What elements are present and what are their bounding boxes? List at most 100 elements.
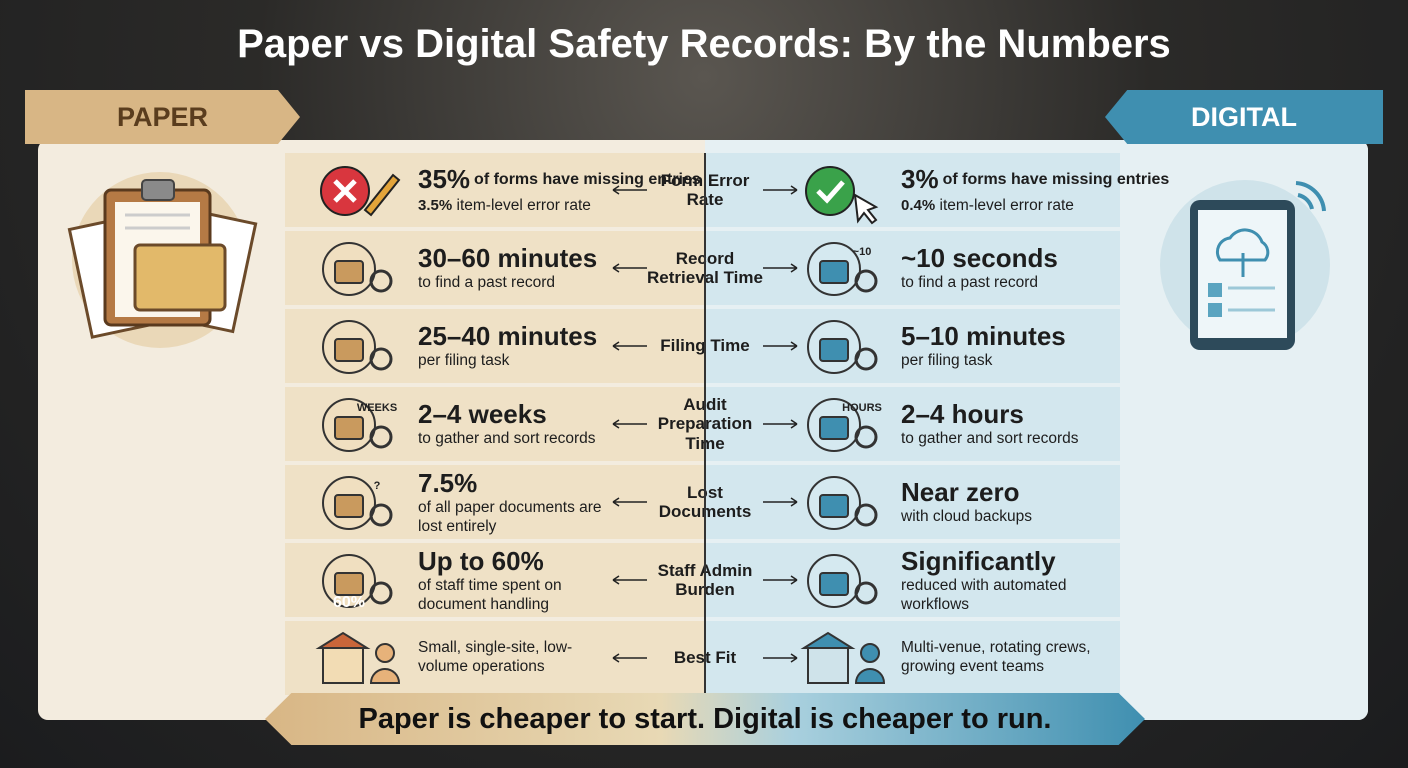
- detail-line: per filing task: [901, 352, 1111, 371]
- detail: with cloud backups: [901, 508, 1032, 526]
- digital-icon: ~10: [807, 242, 878, 296]
- paper-icon: ?: [322, 476, 393, 530]
- highlight-line: 25–40 minutes: [418, 321, 618, 352]
- detail: per filing task: [901, 352, 993, 370]
- detail: of all paper documents are lost entirely: [418, 498, 602, 535]
- detail: item-level error rate: [939, 197, 1074, 215]
- highlight-note: of forms have missing entries: [474, 170, 701, 188]
- paper-icon: WEEKS: [322, 398, 397, 452]
- highlight: 25–40 minutes: [418, 321, 598, 352]
- digital-text: Significantly reduced with automated work…: [901, 543, 1111, 617]
- detail: reduced with automated workflows: [901, 576, 1067, 613]
- arrows: [612, 263, 798, 273]
- arrows: [612, 575, 798, 585]
- digital-icon-label: HOURS: [842, 402, 882, 414]
- highlight-line: Up to 60%: [418, 546, 618, 577]
- highlight-line: Significantly: [901, 546, 1111, 577]
- paper-icon-label: WEEKS: [357, 402, 397, 414]
- digital-text: Multi-venue, rotating crews, growing eve…: [901, 621, 1111, 695]
- detail: per filing task: [418, 352, 510, 370]
- detail-line: to find a past record: [418, 274, 618, 293]
- highlight-line: 5–10 minutes: [901, 321, 1111, 352]
- digital-text: ~10 seconds to find a past record: [901, 231, 1111, 305]
- highlight: 35%: [418, 164, 471, 195]
- highlight: 3%: [901, 164, 939, 195]
- highlight-line: 7.5%: [418, 468, 618, 499]
- detail: to find a past record: [418, 274, 555, 292]
- arrows: [612, 419, 798, 429]
- highlight: 2–4 weeks: [418, 399, 547, 430]
- detail-value: 0.4%: [901, 197, 936, 215]
- detail: to find a past record: [901, 274, 1038, 292]
- paper-icon: 60%: [322, 554, 393, 611]
- detail-line: to find a past record: [901, 274, 1111, 293]
- highlight: 30–60 minutes: [418, 243, 598, 274]
- highlight: 2–4 hours: [901, 399, 1024, 430]
- digital-icon: [807, 476, 878, 530]
- highlight-line: Near zero: [901, 477, 1111, 508]
- detail-line: to gather and sort records: [418, 430, 618, 449]
- highlight: ~10 seconds: [901, 243, 1058, 274]
- highlight-line: 30–60 minutes: [418, 243, 618, 274]
- arrows: [612, 185, 798, 195]
- paper-text: Up to 60% of staff time spent on document…: [418, 543, 618, 617]
- arrows: [612, 653, 798, 663]
- paper-icon: [322, 242, 393, 296]
- arrows: [612, 341, 798, 351]
- detail-line: to gather and sort records: [901, 430, 1111, 449]
- paper-text: 2–4 weeks to gather and sort records: [418, 387, 618, 461]
- highlight-line: 2–4 hours: [901, 399, 1111, 430]
- digital-text: 3% of forms have missing entries 0.4% item…: [901, 153, 1170, 227]
- center-divider: [704, 153, 706, 693]
- highlight: 5–10 minutes: [901, 321, 1066, 352]
- paper-text: 25–40 minutes per filing task: [418, 309, 618, 383]
- detail: to gather and sort records: [901, 430, 1079, 448]
- digital-icon: [805, 166, 879, 225]
- highlight-line: 2–4 weeks: [418, 399, 618, 430]
- highlight: Significantly: [901, 545, 1056, 576]
- highlight: 7.5%: [418, 467, 478, 498]
- digital-text: Near zero with cloud backups: [901, 465, 1111, 539]
- digital-text: 5–10 minutes per filing task: [901, 309, 1111, 383]
- detail: item-level error rate: [456, 197, 591, 215]
- detail-line: per filing task: [418, 352, 618, 371]
- paper-text: Small, single-site, low-volume operation…: [418, 621, 618, 695]
- detail: of staff time spent on document handling: [418, 576, 562, 613]
- detail: Multi-venue, rotating crews, growing eve…: [901, 639, 1091, 675]
- title: Paper vs Digital Safety Records: By the …: [237, 22, 1171, 66]
- highlight-line: ~10 seconds: [901, 243, 1111, 274]
- detail-line: reduced with automated workflows: [901, 577, 1111, 614]
- highlight: Up to 60%: [418, 545, 544, 576]
- paper-icon-label: ?: [374, 480, 381, 492]
- detail-line: of staff time spent on document handling: [418, 577, 618, 614]
- detail-line: of all paper documents are lost entirely: [418, 499, 618, 536]
- detail-line: 3.5% item-level error rate: [418, 197, 618, 216]
- detail: to gather and sort records: [418, 430, 596, 448]
- detail-value: 3.5%: [418, 197, 453, 215]
- paper-icon: [320, 166, 401, 217]
- paper-icon-label: 60%: [333, 594, 365, 611]
- arrows: [612, 497, 798, 507]
- digital-text: 2–4 hours to gather and sort records: [901, 387, 1111, 461]
- highlight-line: 3% of forms have missing entries: [901, 164, 1170, 195]
- detail-line: Multi-venue, rotating crews, growing eve…: [901, 639, 1111, 676]
- paper-text: 30–60 minutes to find a past record: [418, 231, 618, 305]
- digital-icon: [807, 554, 878, 608]
- footer-banner: Paper is cheaper to start. Digital is ch…: [265, 693, 1145, 745]
- paper-illustration: [67, 172, 258, 348]
- paper-icon: [315, 631, 401, 684]
- paper-icon: [322, 320, 393, 374]
- paper-tab: PAPER: [25, 90, 300, 144]
- highlight-line: 35% of forms have missing entries: [418, 164, 701, 195]
- paper-text: 7.5% of all paper documents are lost enti…: [418, 465, 618, 539]
- paper-text: 35% of forms have missing entries 3.5% ite…: [418, 153, 701, 227]
- detail-line: 0.4% item-level error rate: [901, 197, 1111, 216]
- digital-illustration: [1160, 180, 1330, 350]
- digital-icon: HOURS: [807, 398, 882, 452]
- highlight-note: of forms have missing entries: [942, 170, 1170, 188]
- highlight: Near zero: [901, 477, 1020, 508]
- digital-icon: [800, 631, 886, 684]
- digital-icon: [807, 320, 878, 374]
- digital-icon-label: ~10: [853, 246, 872, 258]
